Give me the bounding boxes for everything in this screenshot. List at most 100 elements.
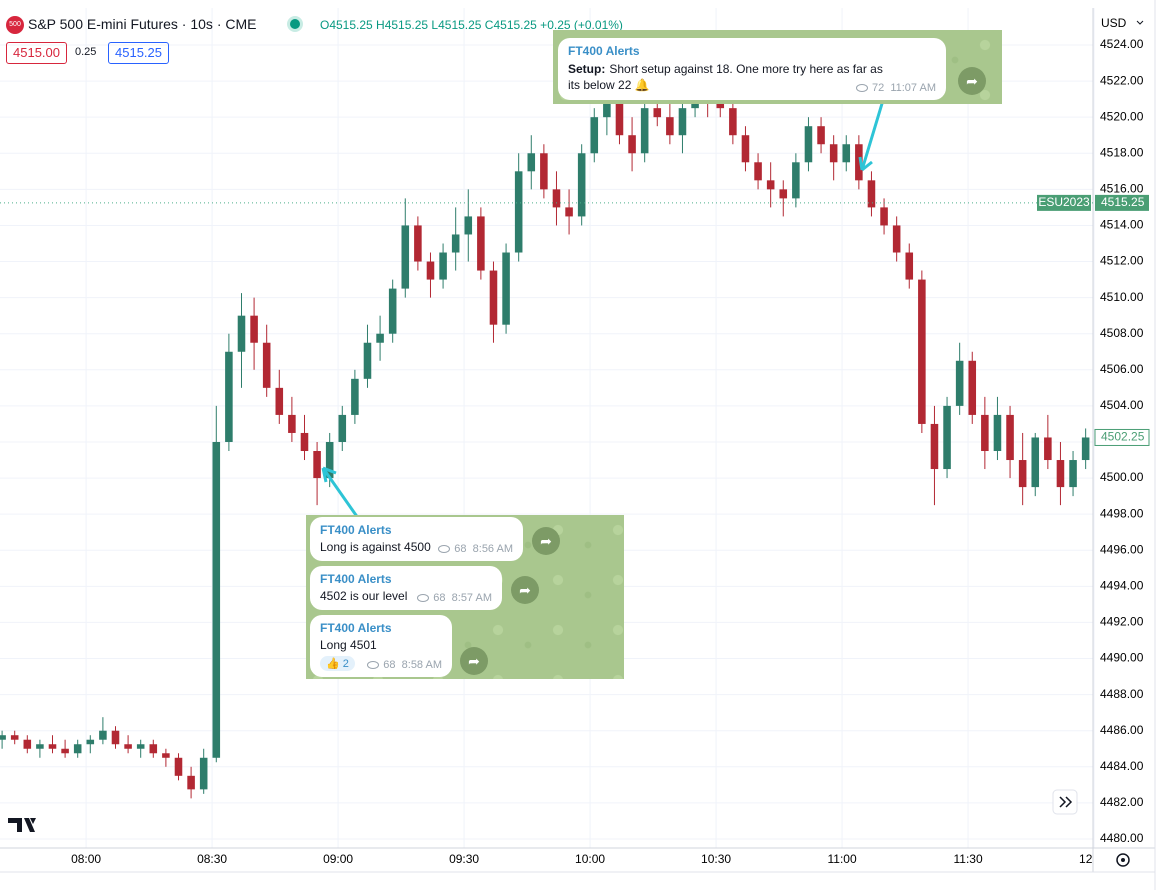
candle-body [540,153,548,190]
candle-body [1006,414,1014,461]
spread: 0.25 [75,46,97,58]
candle-body [376,333,384,343]
candle-body [187,775,195,790]
time: 8:57 AM [451,592,492,604]
candle-body [565,207,573,217]
candle-body [313,451,321,479]
time: 11:07 AM [890,82,936,94]
chat-panel: FT400 Alerts Setup: Short setup against 1… [553,30,1002,104]
candle-body [754,162,762,181]
ohlc: O4515.25 H4515.25 L4515.25 C4515.25 +0.2… [320,18,623,32]
candle-body [968,360,977,415]
arrow [858,96,886,172]
x-tick-label: 09:00 [323,852,353,866]
candle-body [590,117,599,154]
views: 72 [871,82,885,94]
symbol-label: ESU2023 [1038,195,1090,209]
message: FT400 Alerts Long 4501 👍 2 68 8:58 AM [310,615,452,677]
forward-button[interactable]: ➦ [958,67,986,95]
forward-button[interactable]: ➦ [532,527,560,555]
candle-body [250,315,258,343]
price-label-bg [1095,194,1149,211]
candle-body [666,117,674,136]
views: 68 [383,659,396,671]
candle-body [275,387,284,415]
y-tick-label: 4514.00 [1100,218,1144,232]
candle-body [73,744,82,754]
candle-body [1018,460,1027,488]
message-text: Long is against 4500 [320,540,431,554]
candle-body [817,126,825,145]
candle-body [262,342,271,388]
candle-body [1056,460,1065,488]
currency-caret [1136,20,1144,25]
candle-body [678,108,687,136]
sell-price[interactable]: 4515.00 [6,42,67,64]
candle-body [930,423,939,470]
symbol-title[interactable]: S&P 500 E-mini Futures · 10s · CME [28,16,257,32]
forward-button[interactable]: ➦ [460,647,488,675]
chat-panel: FT400 Alerts Long is against 4500 68 8:5… [306,515,624,679]
message: FT400 Alerts Long is against 4500 68 8:5… [310,517,523,561]
candle-body [351,378,359,415]
candle-body [439,252,447,280]
x-tick-label: 08:00 [71,852,101,866]
x-tick-label: 09:30 [449,852,479,866]
candle-body [603,99,611,118]
candle-body [451,234,460,253]
candle-body [464,216,473,235]
candle-body [943,405,951,470]
settings-icon-dot [1121,858,1125,862]
candles [0,54,1090,799]
candle-body [401,225,410,289]
y-tick-label: 4524.00 [1100,37,1144,51]
candle-body [552,189,561,208]
symbol-logo: 500 [6,16,24,34]
settings-icon[interactable] [1116,853,1130,867]
candle-body [36,744,44,749]
y-tick-label: 4518.00 [1100,145,1144,159]
meta: 68 8:57 AM [417,592,492,604]
y-tick-label: 4488.00 [1100,687,1144,701]
candle-body [414,225,422,262]
candle-body [577,153,586,217]
buy-price[interactable]: 4515.25 [108,42,169,64]
candle-body [1081,437,1090,461]
candle-body [325,441,334,479]
candle-body [136,744,145,749]
candle-body [199,757,208,790]
candle-body [23,739,32,749]
reaction[interactable]: 👍 2 [320,656,355,671]
y-tick-label: 4498.00 [1100,506,1144,520]
candle-body [426,261,435,280]
scroll-icon [1059,796,1073,808]
time: 8:58 AM [401,659,442,671]
y-tick-label: 4506.00 [1100,362,1144,376]
candle-body [111,730,120,745]
candle-body [955,360,964,406]
sender: FT400 Alerts [320,523,392,537]
axes: 4480.00 4482.00 4484.00 4486.00 4488.00 4490.… [0,37,1150,866]
candle-body [527,153,536,172]
last-label-bg [1094,428,1150,446]
candle-body [10,735,19,740]
forward-button[interactable]: ➦ [511,576,539,604]
y-tick-label: 4520.00 [1100,109,1144,123]
x-tick-label: 11:00 [827,852,856,866]
candle-body [993,414,1002,452]
meta: 68 8:56 AM [438,543,513,555]
symbol-label-bg [1037,194,1091,211]
candle-body [338,414,347,442]
candle-body [1069,460,1077,488]
y-tick-label: 4490.00 [1100,651,1144,665]
currency[interactable]: USD [1101,16,1127,30]
message: FT400 Alerts Setup: Short setup against 1… [558,38,946,100]
y-tick-label: 4512.00 [1100,254,1144,268]
candle-body [514,171,523,253]
sender: FT400 Alerts [320,621,392,635]
candle-body [237,315,246,352]
y-tick-label: 4496.00 [1100,542,1144,556]
x-tick-label: 10:00 [575,852,605,866]
